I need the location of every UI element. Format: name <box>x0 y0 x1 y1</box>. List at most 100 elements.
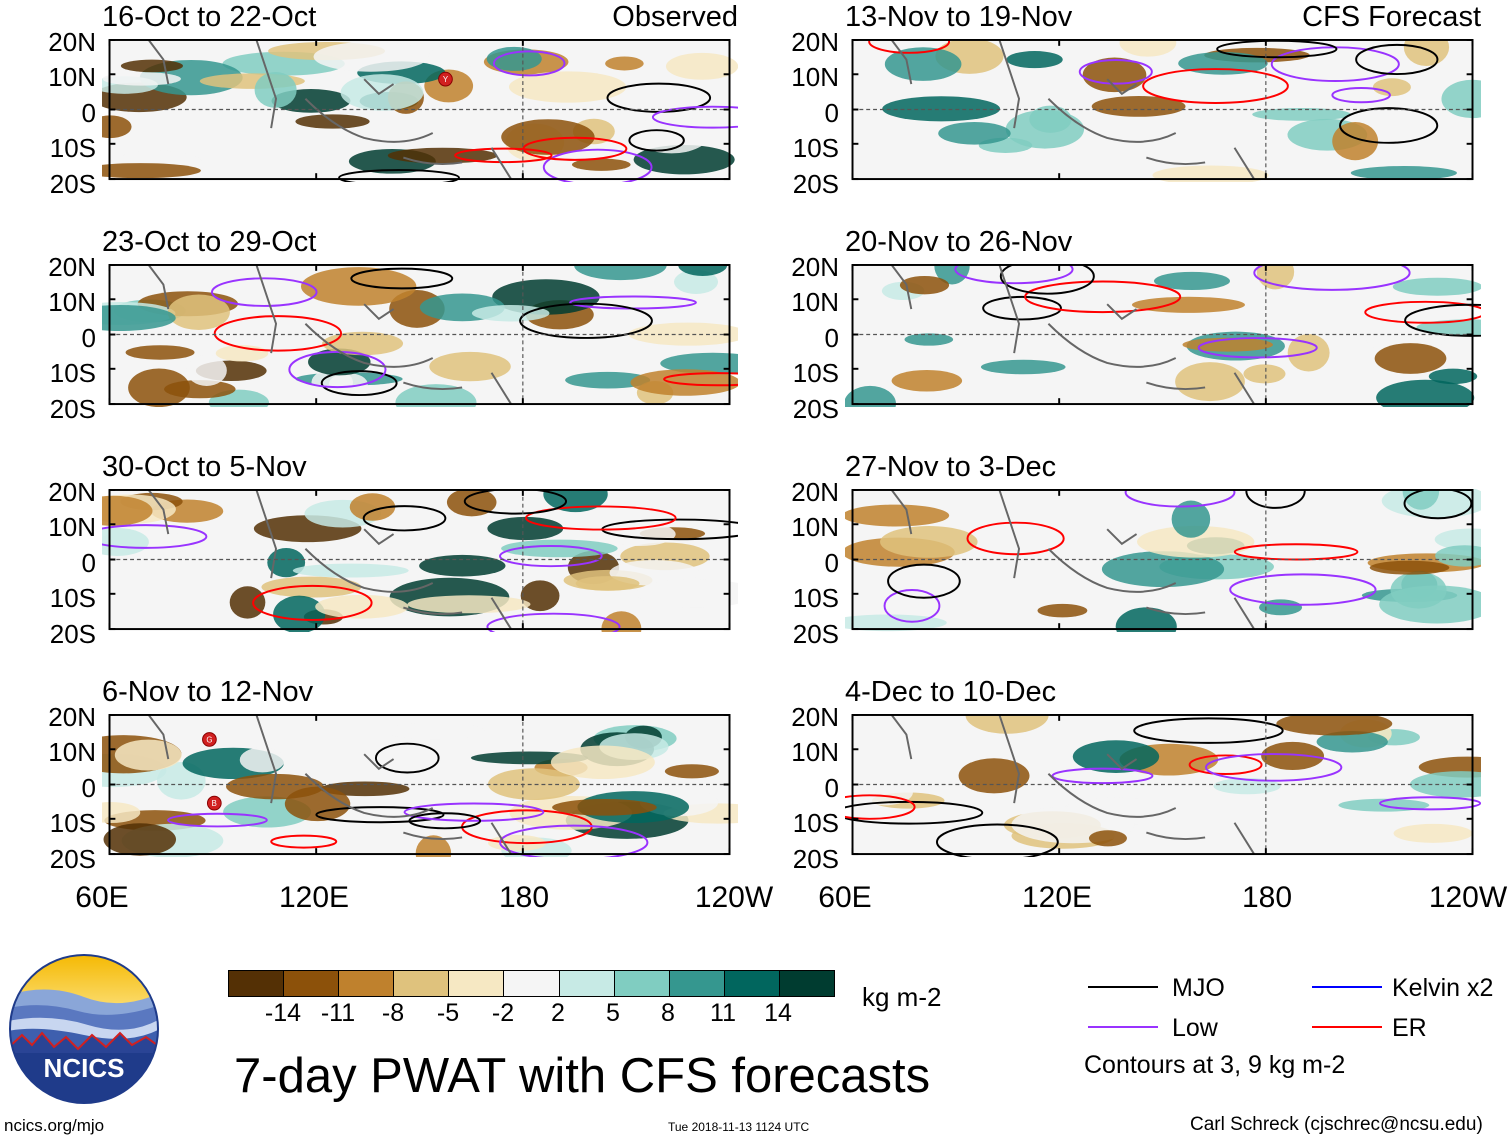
lat-label: 20N <box>48 27 96 57</box>
lat-label: 0 <box>824 773 839 803</box>
lat-label: 20S <box>49 169 96 199</box>
lat-label: 10S <box>792 808 839 838</box>
wave-contour <box>966 521 1065 556</box>
colorbar-swatch <box>338 971 394 996</box>
lat-label: 10S <box>49 583 96 613</box>
pwat-anomaly-shade <box>552 799 657 816</box>
lat-label: 0 <box>81 773 96 803</box>
pwat-anomaly-shade <box>1379 585 1481 624</box>
pwat-anomaly-shade <box>1119 39 1177 57</box>
map-panel-2: 23-Oct to 29-Oct 20N 10N 0 10S 20S <box>48 226 742 428</box>
lat-label: 20S <box>792 169 839 199</box>
coastline <box>890 39 1255 180</box>
colorbar-swatch <box>448 971 504 996</box>
pwat-anomaly-shade <box>446 489 497 517</box>
wave-contour <box>1364 300 1481 324</box>
pwat-anomaly-shade <box>1243 364 1286 384</box>
colorbar-tick-label: -2 <box>491 999 515 1027</box>
wave-contour <box>1339 107 1439 144</box>
pwat-anomaly-shade <box>1182 337 1273 352</box>
pwat-anomaly-shade <box>385 722 485 740</box>
lat-label: 10N <box>791 512 839 542</box>
wave-contour <box>1233 543 1359 561</box>
wave-contour <box>1229 573 1377 606</box>
pwat-anomaly-shade <box>565 371 651 389</box>
lat-label: 0 <box>81 323 96 353</box>
pwat-anomaly-shade <box>633 144 735 175</box>
map-panel-1: 16-Oct to 22-Oct Observed Y 20N 10N 0 10S 20S <box>48 1 742 203</box>
wave-contour <box>252 584 373 621</box>
pwat-anomaly-shade <box>395 384 477 407</box>
lat-label: 10S <box>49 358 96 388</box>
pwat-anomaly-shade <box>1276 714 1393 736</box>
pwat-map <box>851 39 1481 182</box>
pwat-anomaly-shade <box>300 267 417 306</box>
footer-url[interactable]: ncics.org/mjo <box>4 1116 105 1135</box>
lat-label: 20N <box>791 27 839 57</box>
legend-label-mjo: MJO <box>1172 974 1225 1002</box>
pwat-anomaly-shade <box>167 294 230 331</box>
pwat-anomaly-shade <box>322 331 404 356</box>
pwat-anomaly-shade <box>572 158 631 171</box>
pwat-anomaly-shade <box>938 122 1011 145</box>
legend-line-er <box>1312 1026 1382 1028</box>
wave-contour <box>628 129 685 152</box>
legend-line-mjo <box>1088 986 1158 988</box>
lon-label-120e-left: 120E <box>278 881 350 914</box>
lat-label: 10N <box>48 737 96 767</box>
pwat-anomaly-shade <box>102 304 176 331</box>
colorbar <box>228 970 835 997</box>
wave-contour <box>320 370 398 397</box>
pwat-anomaly-shade <box>1428 368 1478 385</box>
wave-contour <box>1403 489 1473 520</box>
pwat-anomaly-shade <box>1137 525 1255 558</box>
wave-contour <box>1078 58 1153 85</box>
wave-contour <box>954 264 1074 285</box>
colorbar-swatch <box>668 971 724 996</box>
colorbar-swatch <box>283 971 339 996</box>
map-panel-7: 27-Nov to 3-Dec 20N 10N 0 10S 20S <box>791 451 1485 653</box>
wave-contour <box>288 350 387 389</box>
lat-label: 20S <box>792 619 839 649</box>
pwat-anomaly-shade <box>415 835 452 857</box>
pwat-anomaly-shade <box>673 269 719 294</box>
colorbar-tick-label: 14 <box>764 999 792 1027</box>
pwat-anomaly-shade <box>315 594 409 619</box>
wave-contour <box>883 589 941 623</box>
pwat-map <box>845 489 1481 632</box>
wave-contour <box>403 802 545 822</box>
colorbar-swatch <box>503 971 559 996</box>
pwat-anomaly-shade <box>845 614 947 632</box>
wave-contour <box>663 372 738 387</box>
storm-marker-label: B <box>212 799 217 808</box>
pwat-anomaly-shade <box>349 493 396 521</box>
legend-label-low: Low <box>1172 1014 1218 1042</box>
colorbar-tick-label: 2 <box>551 999 565 1027</box>
wave-contour <box>1197 337 1318 359</box>
wave-contour <box>519 302 653 339</box>
coastline <box>147 264 512 405</box>
lat-label: 10S <box>792 133 839 163</box>
storm-marker-label: G <box>206 735 212 744</box>
wave-contour <box>499 824 649 857</box>
pwat-map: GB <box>102 714 738 857</box>
wave-contour <box>999 264 1095 295</box>
coastline <box>890 264 1255 405</box>
wave-contour <box>1355 43 1439 76</box>
coastline <box>147 39 512 180</box>
wave-contour <box>1205 753 1343 782</box>
pwat-anomaly-shade <box>1115 607 1177 632</box>
storm-marker-icon <box>438 71 453 87</box>
lat-label: 10N <box>48 62 96 92</box>
legend-line-low <box>1088 1026 1158 1028</box>
colorbar-tick-label: -5 <box>436 999 460 1027</box>
pwat-anomaly-shade <box>664 764 719 779</box>
pwat-anomaly-shade <box>891 369 963 392</box>
pwat-anomaly-shade <box>328 373 368 396</box>
wave-contour <box>522 136 628 161</box>
map-panel-8: 4-Dec to 10-Dec 20N 10N 0 10S 20S <box>791 676 1485 878</box>
wave-contour <box>1051 767 1154 785</box>
pwat-anomaly-shade <box>1261 741 1325 771</box>
pwat-anomaly-shade <box>575 576 640 591</box>
wave-contour <box>524 505 677 531</box>
